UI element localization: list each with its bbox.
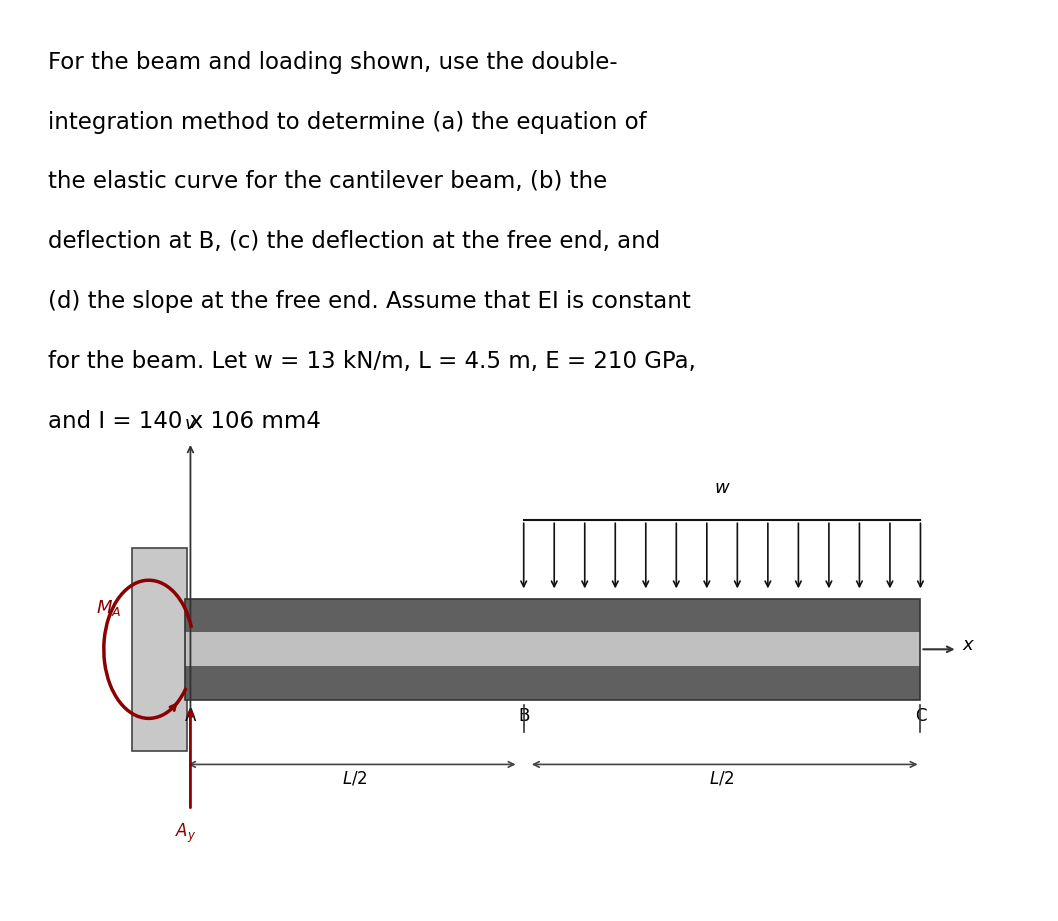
Text: and I = 140 x 106 mm4: and I = 140 x 106 mm4	[48, 410, 321, 433]
Text: (d) the slope at the free end. Assume that EI is constant: (d) the slope at the free end. Assume th…	[48, 290, 691, 313]
Text: for the beam. Let w = 13 kN/m, L = 4.5 m, E = 210 GPa,: for the beam. Let w = 13 kN/m, L = 4.5 m…	[48, 350, 695, 373]
Text: A: A	[185, 707, 196, 726]
Text: $L/2$: $L/2$	[710, 769, 734, 787]
Text: w: w	[715, 479, 729, 497]
Text: $A_y$: $A_y$	[175, 822, 196, 845]
Bar	[132, 548, 187, 751]
Bar	[185, 666, 920, 700]
Text: $L/2$: $L/2$	[342, 769, 367, 787]
Text: deflection at B, (c) the deflection at the free end, and: deflection at B, (c) the deflection at t…	[48, 230, 660, 253]
Bar	[185, 633, 920, 666]
Text: C: C	[915, 707, 926, 726]
Text: the elastic curve for the cantilever beam, (b) the: the elastic curve for the cantilever bea…	[48, 170, 607, 193]
Text: x: x	[963, 635, 973, 654]
Text: $M_A$: $M_A$	[96, 598, 122, 618]
Text: v: v	[185, 414, 196, 433]
Bar	[185, 599, 920, 700]
Bar	[185, 599, 920, 633]
Text: B: B	[518, 707, 529, 726]
Text: For the beam and loading shown, use the double-: For the beam and loading shown, use the …	[48, 51, 617, 74]
Text: integration method to determine (a) the equation of: integration method to determine (a) the …	[48, 111, 646, 134]
